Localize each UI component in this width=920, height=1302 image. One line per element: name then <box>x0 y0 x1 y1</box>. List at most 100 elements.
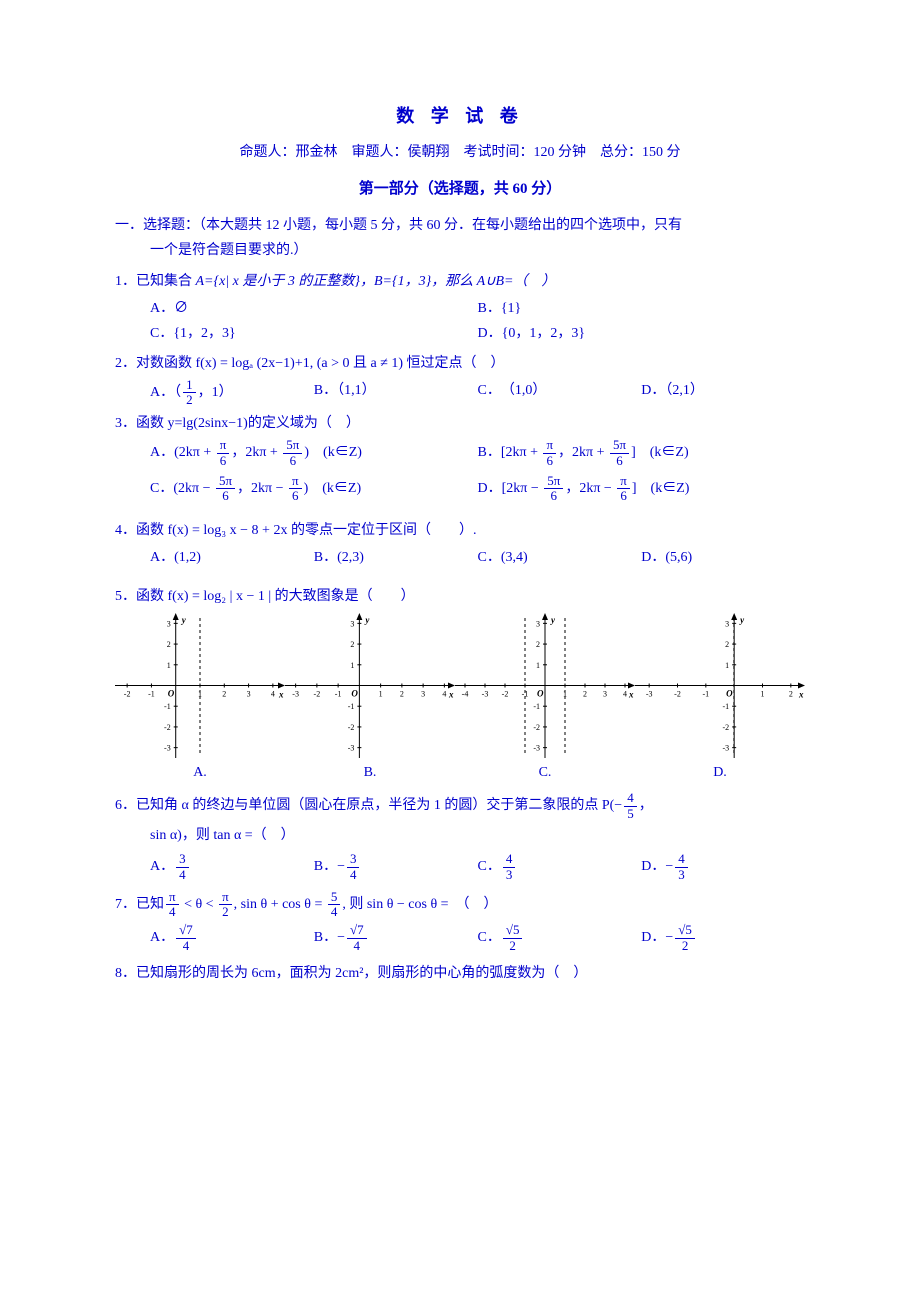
q3-opt-b: B．[2kπ + π6，2kπ + 5π6] (k∈Z) <box>478 438 806 468</box>
question-1: 1．已知集合 A={x| x 是小于 3 的正整数}，B={1，3}，那么 A∪… <box>115 269 805 347</box>
svg-text:-3: -3 <box>348 744 355 753</box>
q5-stem: 5．函数 f(x) = log₂ | x − 1 | 的大致图象是（ ） <box>115 584 805 609</box>
question-2: 2．对数函数 f(x) = logₐ (2x−1)+1, (a > 0 且 a … <box>115 351 805 408</box>
q3-opt-a: A．(2kπ + π6，2kπ + 5π6) (k∈Z) <box>150 438 478 468</box>
q7-f3n: 5 <box>328 890 341 905</box>
svg-text:O: O <box>537 689 544 699</box>
question-5: 5．函数 f(x) = log₂ | x − 1 | 的大致图象是（ ） <box>115 584 805 609</box>
q3d-f2n: π <box>617 474 630 489</box>
svg-text:-2: -2 <box>533 723 540 732</box>
svg-text:2: 2 <box>167 640 171 649</box>
q1-opt-a: A．∅ <box>150 296 478 321</box>
q6-stem-c: sin α)，则 tan α =（ ） <box>115 823 805 848</box>
instr-line-1: 一．选择题：（本大题共 12 小题，每小题 5 分，共 60 分．在每小题给出的… <box>115 218 682 233</box>
q3a-pre: A．(2kπ + <box>150 446 215 461</box>
q7-f2n: π <box>219 890 232 905</box>
q6-opt-a: A．34 <box>150 852 314 882</box>
q6-opt-c: C．43 <box>478 852 642 882</box>
chart-label: A. <box>115 760 285 785</box>
q3d-f2d: 6 <box>617 489 630 503</box>
svg-text:-2: -2 <box>124 690 131 699</box>
chart: -3-2-11234-3-2-1123OxyB. <box>285 613 455 785</box>
q7c-pre: C． <box>478 930 501 945</box>
q1-stem-mid: A={x| x 是小于 3 的正整数}，B={1，3}，那么 A∪B=（ ） <box>196 274 556 289</box>
q3a-suf: ) (k∈Z) <box>304 446 362 461</box>
q6-f1d: 5 <box>624 807 637 821</box>
q3c-f1d: 6 <box>216 489 235 503</box>
q6c-d: 3 <box>503 868 516 882</box>
svg-text:-3: -3 <box>646 690 653 699</box>
q3c-mid: ，2kπ − <box>237 481 287 496</box>
q3b-mid: ，2kπ + <box>558 446 608 461</box>
q7-sb: , sin θ + cos θ = <box>234 897 326 912</box>
q2-opt-c: C． （1,0） <box>478 378 642 408</box>
svg-text:-1: -1 <box>348 702 355 711</box>
q1-opt-c: C．{1，2，3} <box>150 321 478 346</box>
q3c-f1n: 5π <box>216 474 235 489</box>
q3-opt-d: D．[2kπ − 5π6，2kπ − π6] (k∈Z) <box>478 474 806 504</box>
svg-text:-1: -1 <box>533 702 540 711</box>
svg-text:-3: -3 <box>533 744 540 753</box>
q2-a-den: 2 <box>183 393 196 407</box>
svg-text:3: 3 <box>167 620 171 629</box>
q6d-d: 3 <box>675 868 688 882</box>
q3d-f1n: 5π <box>544 474 563 489</box>
q7d-d: 2 <box>675 939 695 953</box>
svg-text:3: 3 <box>725 620 729 629</box>
q7c-n: √5 <box>503 923 523 938</box>
svg-text:4: 4 <box>442 690 446 699</box>
q7-opt-b: B．−√74 <box>314 923 478 953</box>
q7-f1n: π <box>166 890 179 905</box>
q2-a-suf: ，1） <box>198 385 233 400</box>
question-6: 6．已知角 α 的终边与单位圆（圆心在原点，半径为 1 的圆）交于第二象限的点 … <box>115 791 805 881</box>
chart-label: C. <box>455 760 635 785</box>
q7a-n: √7 <box>176 923 196 938</box>
q7-f3d: 4 <box>328 905 341 919</box>
svg-text:4: 4 <box>271 690 275 699</box>
svg-text:-2: -2 <box>314 690 321 699</box>
svg-text:-3: -3 <box>292 690 299 699</box>
svg-text:O: O <box>351 689 358 699</box>
q3a-mid: ，2kπ + <box>231 446 281 461</box>
q3b-f1d: 6 <box>543 454 556 468</box>
svg-text:-2: -2 <box>722 723 729 732</box>
chart: -4-3-2-11234-3-2-1123OxyC. <box>455 613 635 785</box>
q7a-d: 4 <box>176 939 196 953</box>
q2-a-num: 1 <box>183 378 196 393</box>
q6d-pre: D．− <box>641 859 673 874</box>
exam-meta: 命题人：邢金林 审题人：侯朝翔 考试时间：120 分钟 总分：150 分 <box>115 140 805 165</box>
q3c-suf: ) (k∈Z) <box>304 481 362 496</box>
svg-text:-2: -2 <box>164 723 171 732</box>
q6a-n: 3 <box>176 852 189 867</box>
q7d-pre: D．− <box>641 930 673 945</box>
svg-text:y: y <box>550 615 556 625</box>
q6b-d: 4 <box>347 868 360 882</box>
svg-text:-2: -2 <box>674 690 681 699</box>
exam-title: 数 学 试 卷 <box>115 100 805 132</box>
svg-text:-1: -1 <box>335 690 342 699</box>
svg-text:1: 1 <box>167 661 171 670</box>
svg-text:3: 3 <box>350 620 354 629</box>
q7b-n: √7 <box>347 923 367 938</box>
q6-f1n: 4 <box>624 791 637 806</box>
svg-text:x: x <box>628 690 634 700</box>
q3d-mid: ，2kπ − <box>565 481 615 496</box>
chart: -2-11234-3-2-1123OxyA. <box>115 613 285 785</box>
q6c-n: 4 <box>503 852 516 867</box>
svg-text:y: y <box>181 615 187 625</box>
q7-f1d: 4 <box>166 905 179 919</box>
svg-text:-3: -3 <box>164 744 171 753</box>
svg-text:-4: -4 <box>462 690 469 699</box>
svg-text:2: 2 <box>350 640 354 649</box>
section-1-heading: 第一部分（选择题，共 60 分） <box>115 176 805 203</box>
svg-text:3: 3 <box>247 690 251 699</box>
svg-text:x: x <box>798 690 804 700</box>
svg-text:1: 1 <box>761 690 765 699</box>
q3d-pre: D．[2kπ − <box>478 481 543 496</box>
svg-text:1: 1 <box>725 661 729 670</box>
q4-opt-c: C．(3,4) <box>478 545 642 570</box>
q3a-f2n: 5π <box>283 438 302 453</box>
q3b-f2n: 5π <box>610 438 629 453</box>
svg-text:-2: -2 <box>348 723 355 732</box>
q6b-n: 3 <box>347 852 360 867</box>
